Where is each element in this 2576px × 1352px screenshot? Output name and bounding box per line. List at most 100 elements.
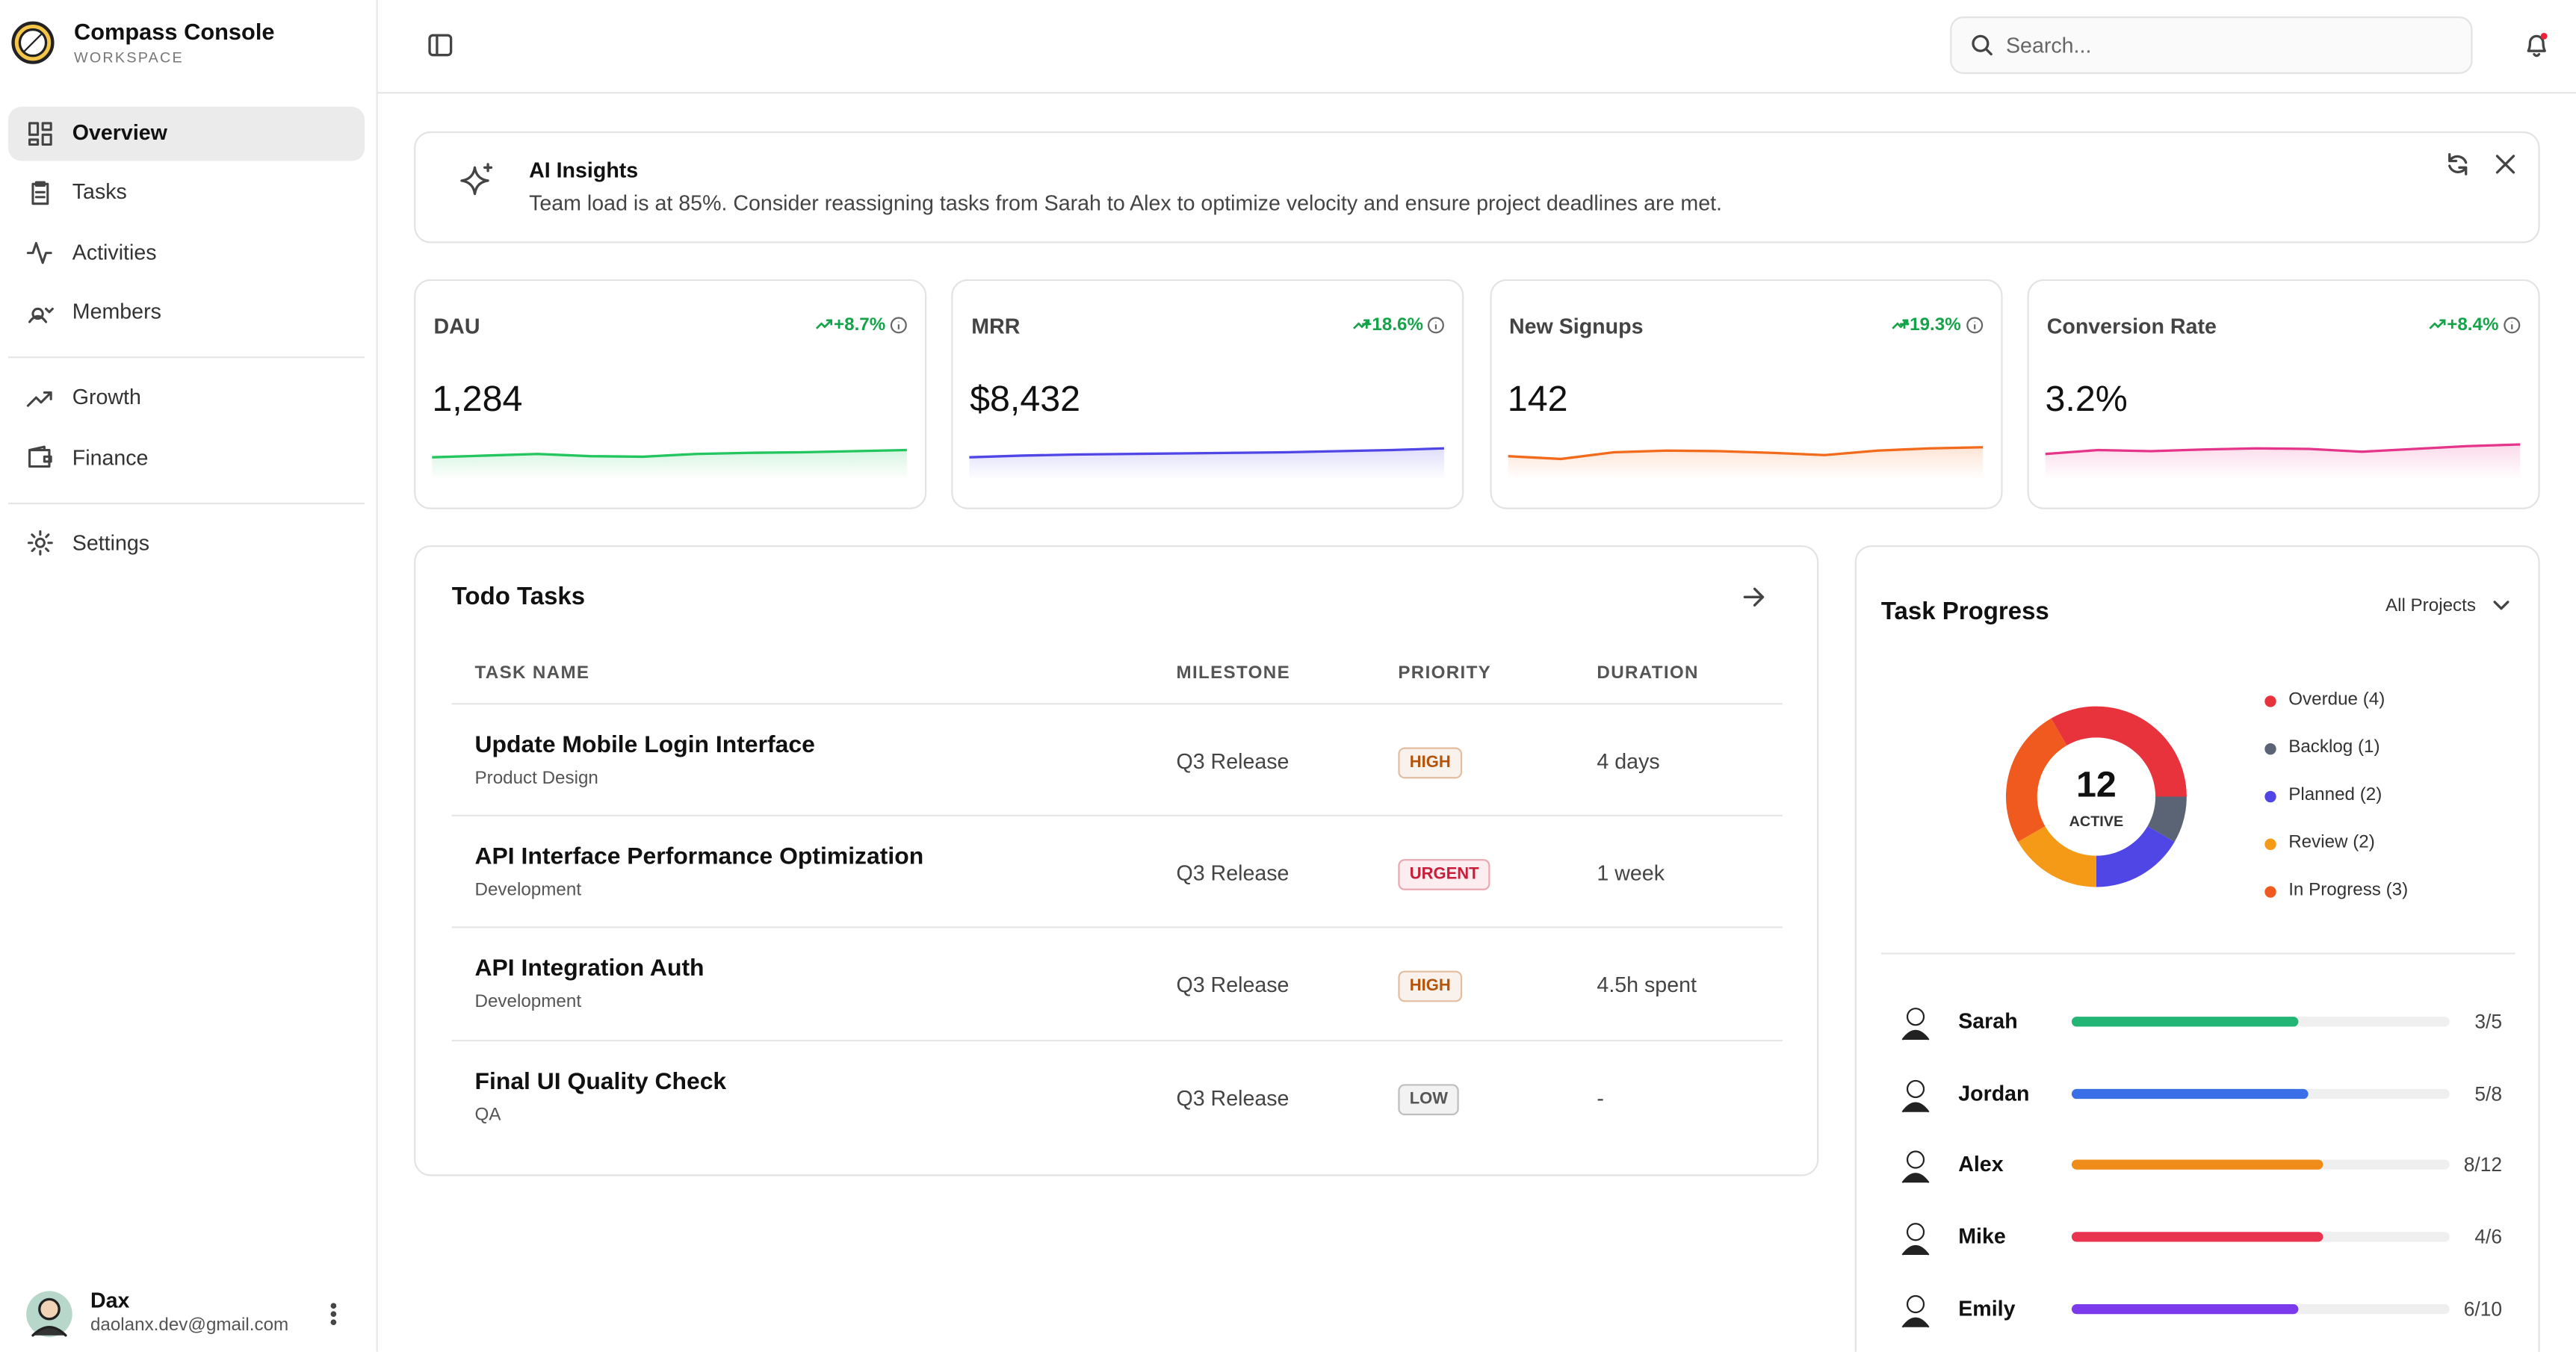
body bbox=[1901, 1245, 1930, 1256]
logo bbox=[11, 21, 55, 64]
kpi-change: +8.7% bbox=[833, 315, 886, 335]
sparkline-line bbox=[432, 448, 907, 459]
nav-item[interactable] bbox=[8, 370, 365, 425]
sparkline-area bbox=[2045, 444, 2521, 480]
task-category: Product Design bbox=[474, 769, 598, 789]
sidebar-toggle[interactable] bbox=[428, 34, 453, 57]
kpi-info bbox=[1966, 317, 1983, 334]
icon bbox=[1428, 317, 1445, 334]
progress-count: 3/5 bbox=[2474, 1010, 2503, 1034]
body bbox=[1901, 1317, 1930, 1328]
user-menu[interactable] bbox=[330, 1303, 337, 1326]
task-category: QA bbox=[474, 1105, 501, 1125]
member-name: Sarah bbox=[1958, 1008, 2018, 1034]
project-filter[interactable]: All Projects bbox=[2385, 596, 2476, 616]
row-divider bbox=[451, 815, 1783, 817]
legend-label: Review (2) bbox=[2288, 833, 2375, 853]
icon bbox=[890, 317, 907, 334]
search-box[interactable] bbox=[1950, 16, 2473, 74]
dot bbox=[2264, 887, 2276, 899]
progress-fill bbox=[2071, 1088, 2309, 1099]
notifications[interactable] bbox=[2525, 32, 2548, 58]
member-name: Emily bbox=[1958, 1295, 2016, 1321]
column-header: PRIORITY bbox=[1398, 663, 1492, 683]
progress-count: 5/8 bbox=[2474, 1082, 2503, 1106]
priority-badge: HIGH bbox=[1398, 971, 1463, 1003]
donut-total: 12 bbox=[2075, 763, 2117, 805]
nav-item[interactable] bbox=[8, 166, 365, 220]
search-placeholder: Search... bbox=[2005, 32, 2092, 58]
refresh[interactable] bbox=[2446, 153, 2469, 176]
donut bbox=[2005, 706, 2187, 887]
column-header: MILESTONE bbox=[1176, 663, 1291, 683]
progress-count: 6/10 bbox=[2463, 1297, 2503, 1321]
task-milestone: Q3 Release bbox=[1176, 973, 1289, 998]
kpi-value: 3.2% bbox=[2045, 377, 2128, 419]
row-divider bbox=[451, 703, 1783, 705]
nav-item[interactable] bbox=[8, 430, 365, 485]
donut-segment bbox=[2005, 718, 2067, 842]
todo-open[interactable] bbox=[1743, 587, 1765, 607]
legend-dot bbox=[2264, 743, 2276, 755]
search-icon bbox=[1972, 34, 1993, 56]
insight-icon bbox=[460, 163, 493, 196]
row-divider bbox=[451, 1039, 1783, 1041]
progress-fill bbox=[2071, 1303, 2299, 1314]
kpi-trend-icon bbox=[2429, 319, 2446, 329]
sparkline-line bbox=[1507, 446, 1983, 461]
sparkline bbox=[432, 448, 907, 480]
task-duration: 4.5h spent bbox=[1597, 973, 1697, 998]
app-name: Compass Console bbox=[73, 18, 275, 45]
kpi-change: +8.4% bbox=[2447, 315, 2499, 335]
task-duration: 1 week bbox=[1597, 860, 1665, 886]
column-header: TASK NAME bbox=[474, 663, 590, 683]
topbar bbox=[377, 0, 2576, 94]
kpi-info bbox=[2504, 317, 2521, 334]
nav-label: Activities bbox=[72, 239, 157, 264]
priority-badge: HIGH bbox=[1398, 747, 1463, 779]
head bbox=[1906, 1223, 1925, 1241]
icon bbox=[26, 242, 52, 264]
legend-dot bbox=[2264, 791, 2276, 803]
icon bbox=[27, 530, 53, 556]
icon bbox=[1966, 317, 1983, 334]
member-name: Alex bbox=[1958, 1152, 2004, 1177]
sparkline-area bbox=[970, 448, 1445, 480]
priority-badge: URGENT bbox=[1398, 859, 1491, 891]
head bbox=[1906, 1294, 1925, 1313]
dot bbox=[2264, 743, 2276, 755]
nav-icon bbox=[27, 530, 53, 556]
close[interactable] bbox=[2495, 155, 2515, 174]
dot bbox=[2264, 791, 2276, 803]
task-name: Update Mobile Login Interface bbox=[474, 732, 815, 759]
nav-icon bbox=[28, 121, 52, 145]
filter-chevron[interactable] bbox=[2493, 601, 2510, 611]
member-avatar bbox=[1901, 1223, 1930, 1256]
nav-label: Tasks bbox=[72, 179, 127, 205]
nav-item[interactable] bbox=[8, 516, 365, 571]
nav-item[interactable] bbox=[8, 225, 365, 279]
kpi-value: 1,284 bbox=[432, 377, 523, 419]
nav-label: Members bbox=[72, 298, 161, 323]
nav-item[interactable] bbox=[8, 285, 365, 339]
nav-icon bbox=[28, 308, 54, 324]
sparkline-area bbox=[1507, 447, 1983, 480]
legend-label: In Progress (3) bbox=[2288, 881, 2409, 901]
task-milestone: Q3 Release bbox=[1176, 860, 1289, 886]
sparkline bbox=[970, 447, 1445, 480]
nav-label: Overview bbox=[72, 120, 167, 145]
legend-dot bbox=[2264, 839, 2276, 851]
nav-icon bbox=[28, 445, 52, 468]
nav-label: Finance bbox=[72, 444, 149, 469]
donut-segment bbox=[2096, 826, 2175, 887]
legend-label: Overdue (4) bbox=[2288, 689, 2385, 710]
head bbox=[1906, 1151, 1925, 1170]
kpi-trend-icon bbox=[815, 319, 833, 329]
nav-label: Growth bbox=[72, 384, 141, 409]
task-name: Final UI Quality Check bbox=[474, 1068, 727, 1095]
icon bbox=[1891, 319, 1908, 329]
user-avatar bbox=[26, 1291, 72, 1337]
nav-item[interactable] bbox=[7, 105, 365, 161]
nav-divider bbox=[7, 502, 365, 504]
task-category: Development bbox=[474, 881, 582, 901]
